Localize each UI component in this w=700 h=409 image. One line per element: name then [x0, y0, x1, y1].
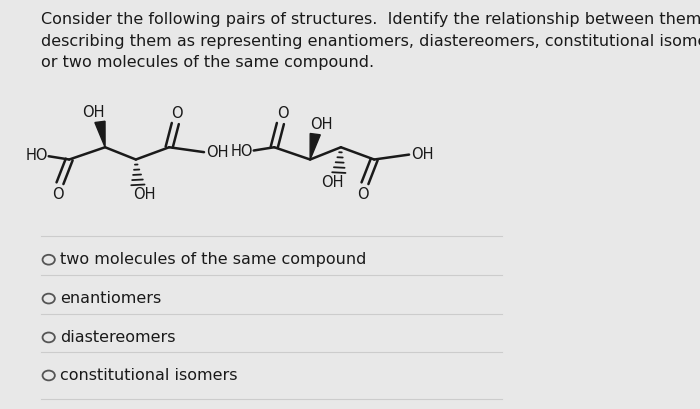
Text: OH: OH	[310, 117, 332, 132]
Text: OH: OH	[321, 175, 344, 190]
Text: OH: OH	[206, 145, 229, 160]
Text: HO: HO	[25, 148, 48, 163]
Text: diastereomers: diastereomers	[60, 330, 176, 345]
Text: O: O	[357, 187, 369, 202]
Polygon shape	[310, 133, 321, 160]
Text: O: O	[52, 187, 64, 202]
Text: OH: OH	[411, 147, 433, 162]
Text: O: O	[276, 106, 288, 121]
Text: constitutional isomers: constitutional isomers	[60, 368, 238, 383]
Text: O: O	[172, 106, 183, 121]
Text: enantiomers: enantiomers	[60, 291, 162, 306]
Text: OH: OH	[133, 187, 155, 202]
Text: Consider the following pairs of structures.  Identify the relationship between t: Consider the following pairs of structur…	[41, 12, 700, 70]
Text: HO: HO	[230, 144, 253, 159]
Text: OH: OH	[83, 105, 105, 120]
Text: two molecules of the same compound: two molecules of the same compound	[60, 252, 367, 267]
Polygon shape	[95, 121, 105, 147]
